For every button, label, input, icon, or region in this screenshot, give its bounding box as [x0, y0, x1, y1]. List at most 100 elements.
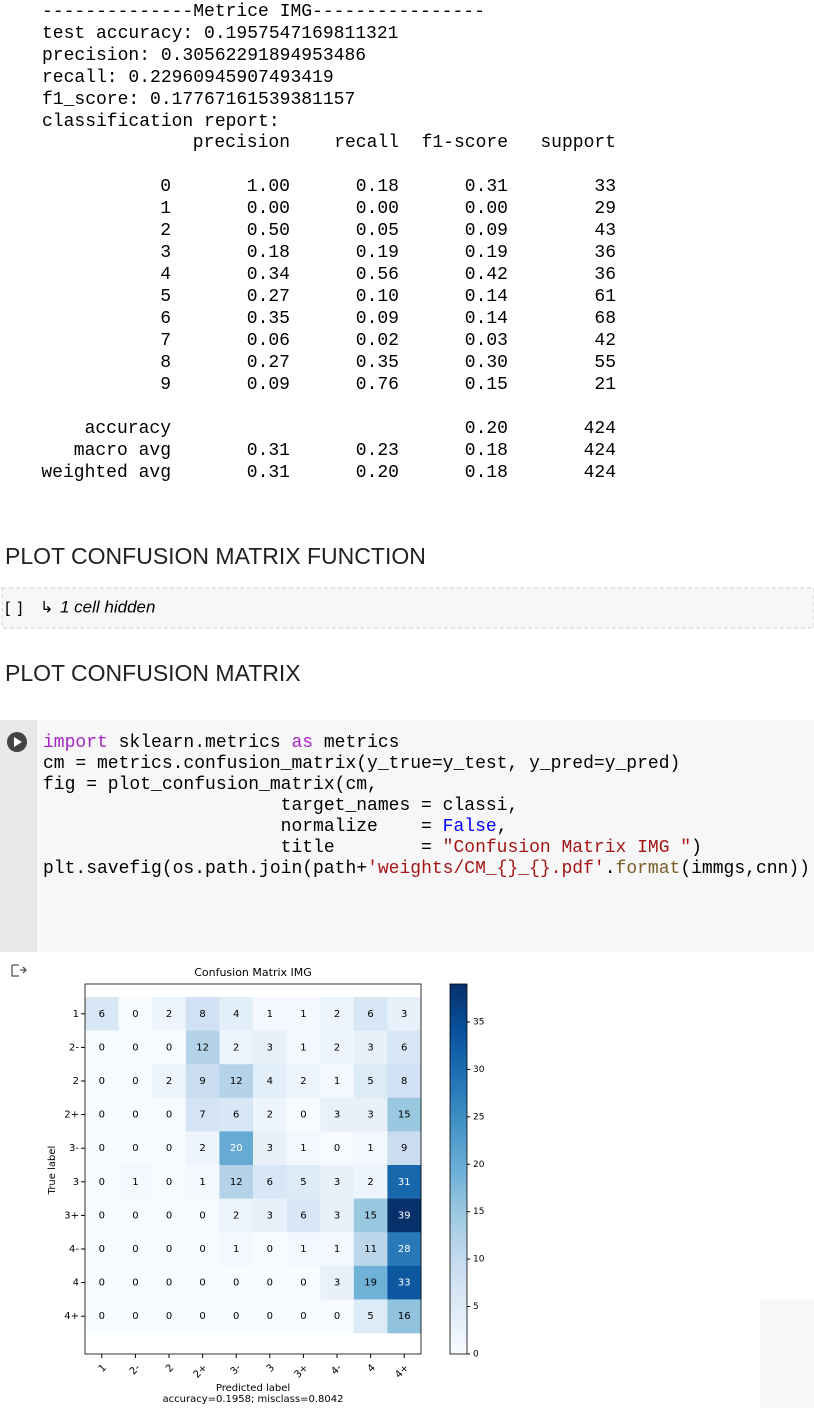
- cell-value: 2: [233, 1042, 239, 1053]
- matrix-cell: [219, 1064, 254, 1099]
- cell-value: 8: [199, 1009, 205, 1020]
- matrix-cell: [118, 1299, 153, 1334]
- matrix-cell: [185, 1097, 220, 1132]
- section-heading: PLOT CONFUSION MATRIX: [5, 660, 301, 686]
- matrix-cell: [387, 997, 422, 1031]
- matrix-cell: [85, 1165, 119, 1199]
- y-tick-label: 4-: [69, 1244, 79, 1255]
- matrix-cell: [387, 1198, 422, 1233]
- code-token: .: [605, 859, 616, 879]
- cell-value: 15: [398, 1110, 411, 1121]
- report-label: 8: [160, 353, 171, 373]
- cell-value: 6: [233, 1110, 239, 1121]
- matrix-cell: [286, 1097, 321, 1132]
- y-tick-label: 3-: [69, 1143, 79, 1154]
- report-label: 0: [160, 177, 171, 197]
- matrix-cell: [387, 1030, 422, 1065]
- code-token: plt.savefig(os.path.join(path+: [43, 859, 367, 879]
- code-line: title = "Confusion Matrix IMG "): [43, 838, 702, 858]
- code-token: ,: [497, 817, 508, 837]
- cell-value: 5: [300, 1177, 306, 1188]
- matrix-cell: [253, 997, 287, 1031]
- matrix-cell: [152, 1198, 187, 1233]
- matrix-cell: [152, 1131, 187, 1166]
- report-value: 0.20: [465, 419, 508, 439]
- matrix-cell: [320, 1131, 355, 1166]
- matrix-cell: [219, 1232, 254, 1267]
- cell-value: 0: [334, 1143, 340, 1154]
- matrix-cell: [152, 1097, 187, 1132]
- cell-value: 11: [364, 1244, 377, 1255]
- matrix-cell: [219, 1299, 254, 1334]
- matrix-cell: [152, 1064, 187, 1099]
- x-tick-label: 2+: [192, 1362, 210, 1380]
- matrix-cell: [85, 1064, 119, 1099]
- hidden-cell[interactable]: [1, 587, 814, 629]
- cell-gutter: [0, 720, 37, 952]
- cell-value: 3: [267, 1143, 273, 1154]
- matrix-cell: [286, 1265, 321, 1300]
- report-value: 0.18: [465, 441, 508, 461]
- matrix-cell: [387, 1097, 422, 1132]
- output-line: classification report:: [42, 112, 280, 132]
- matrix-cell: [152, 1030, 187, 1065]
- report-value: 33: [594, 177, 616, 197]
- matrix-cell: [320, 1064, 355, 1099]
- matrix-cell: [353, 1232, 388, 1267]
- y-tick-label: 2-: [69, 1042, 79, 1053]
- report-value: 424: [584, 419, 616, 439]
- matrix-cell: [387, 1232, 422, 1267]
- code-token: ): [691, 838, 702, 858]
- output-line: precision: 0.30562291894953486: [42, 46, 366, 66]
- matrix-cell: [286, 997, 321, 1031]
- matrix-cell: [185, 1030, 220, 1065]
- cell-value: 2: [334, 1009, 340, 1020]
- cell-value: 0: [132, 1143, 138, 1154]
- cell-value: 6: [401, 1042, 407, 1053]
- report-label: accuracy: [85, 419, 172, 439]
- cell-value: 1: [300, 1042, 306, 1053]
- matrix-cell: [387, 1165, 422, 1199]
- cell-value: 0: [267, 1278, 273, 1289]
- cell-value: 16: [398, 1311, 411, 1322]
- report-label: 9: [160, 375, 171, 395]
- matrix-cell: [152, 1165, 187, 1199]
- cell-value: 1: [199, 1177, 205, 1188]
- matrix-cell: [286, 1131, 321, 1166]
- plot-footer: accuracy=0.1958; misclass=0.8042: [163, 1394, 344, 1405]
- x-tick-label: 2: [164, 1362, 176, 1374]
- hidden-cell-text[interactable]: 1 cell hidden: [60, 597, 155, 616]
- code-token: as: [291, 733, 313, 753]
- output-line: recall: 0.22960945907493419: [42, 68, 334, 88]
- report-value: 0.31: [247, 441, 290, 461]
- report-label: weighted avg: [41, 463, 171, 483]
- cell-value: 1: [233, 1244, 239, 1255]
- report-value: 0.00: [356, 199, 399, 219]
- cell-value: 2: [267, 1110, 273, 1121]
- cell-value: 6: [300, 1210, 306, 1221]
- cell-value: 28: [398, 1244, 411, 1255]
- matrix-cell: [85, 1299, 119, 1334]
- y-tick-label: 2: [73, 1076, 79, 1087]
- colorbar-tick-label: 35: [473, 1017, 484, 1027]
- cell-value: 0: [233, 1278, 239, 1289]
- report-value: 0.03: [465, 331, 508, 351]
- matrix-cell: [185, 1232, 220, 1267]
- matrix-cell: [353, 1165, 388, 1199]
- report-value: 43: [594, 221, 616, 241]
- matrix-cell: [185, 997, 220, 1031]
- report-value: 0.06: [247, 331, 290, 351]
- cell-value: 0: [99, 1278, 105, 1289]
- matrix-cell: [219, 1265, 254, 1300]
- report-value: 42: [594, 331, 616, 351]
- cell-value: 3: [267, 1042, 273, 1053]
- cell-value: 1: [334, 1244, 340, 1255]
- x-tick-label: 3+: [292, 1362, 310, 1380]
- matrix-cell: [320, 1030, 355, 1065]
- cell-value: 6: [99, 1009, 105, 1020]
- report-column: support: [540, 133, 616, 153]
- report-value: 0.18: [247, 243, 290, 263]
- output-line: f1_score: 0.17767161539381157: [42, 90, 355, 110]
